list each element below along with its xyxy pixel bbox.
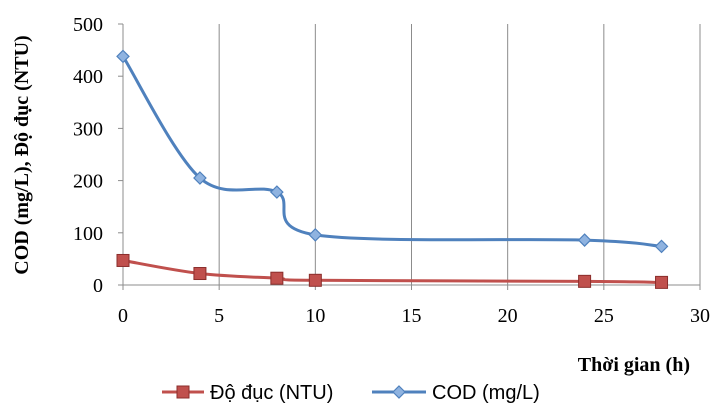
series-line-cod <box>121 55 662 248</box>
y-axis-title: COD (mg/L), Độ đục (NTU) <box>11 35 33 274</box>
y-tick-label: 500 <box>73 14 103 36</box>
x-tick-label: 0 <box>118 305 128 327</box>
legend: Độ đục (NTU) COD (mg/L) <box>162 382 540 404</box>
series-layer <box>116 49 669 289</box>
data-point-cod <box>577 233 592 247</box>
data-point-cod <box>654 239 669 254</box>
x-tick-label: 10 <box>305 305 325 327</box>
data-point-turbidity <box>308 273 322 287</box>
data-point-cod <box>270 185 284 199</box>
x-tick-label: 5 <box>214 305 224 327</box>
y-tick-label: 200 <box>73 171 103 193</box>
data-point-cod <box>308 228 323 242</box>
x-tick-label: 30 <box>690 305 710 327</box>
tick-labels: 0 100 200 300 400 500 0 5 10 15 20 25 30 <box>73 14 710 327</box>
y-tick-label: 100 <box>73 223 103 245</box>
data-point-cod <box>116 49 130 64</box>
y-tick-label: 300 <box>73 118 103 140</box>
legend-label-turbidity: Độ đục (NTU) <box>210 382 333 404</box>
data-point-turbidity <box>270 271 284 285</box>
x-tick-label: 25 <box>594 305 614 327</box>
grid-lines <box>218 24 701 285</box>
legend-label-cod: COD (mg/L) <box>432 382 540 404</box>
legend-marker-turbidity <box>176 385 190 399</box>
y-tick-label: 0 <box>93 275 103 297</box>
data-point-turbidity <box>655 275 669 289</box>
axes <box>118 23 701 290</box>
x-tick-label: 15 <box>402 305 422 327</box>
x-axis-title: Thời gian (h) <box>578 354 690 376</box>
x-tick-label: 20 <box>498 305 518 327</box>
data-point-cod <box>193 171 207 185</box>
data-point-turbidity <box>193 267 207 281</box>
y-tick-label: 400 <box>73 66 103 88</box>
legend-marker-cod <box>392 385 406 399</box>
data-point-turbidity <box>578 274 592 288</box>
data-point-turbidity <box>116 253 130 267</box>
